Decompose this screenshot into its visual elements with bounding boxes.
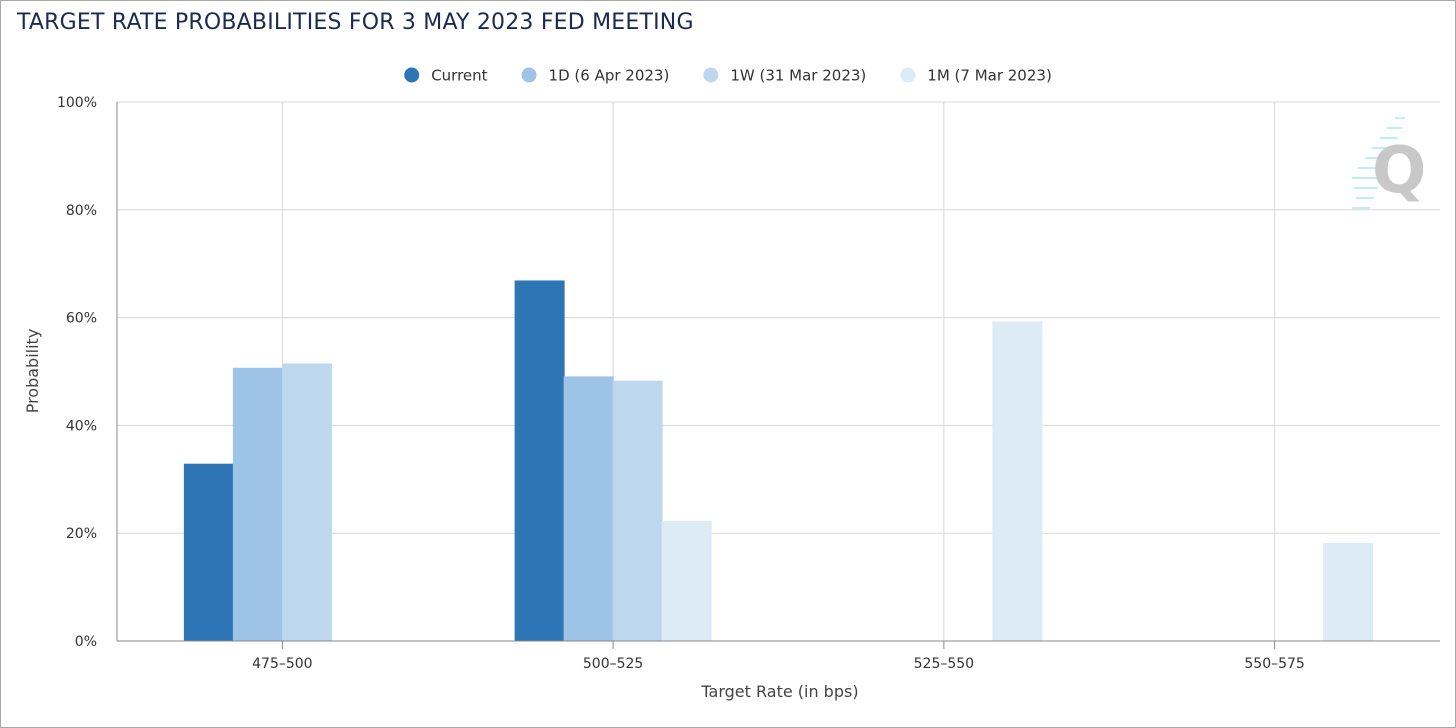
bar-1w-475-500[interactable] [281,363,332,642]
bar-1d-475-500[interactable] [232,367,283,642]
bar-1w-500-525[interactable] [612,380,663,642]
x-tick-label: 475–500 [252,656,312,672]
y-axis-title: Probability [23,329,42,414]
x-tick-label: 525–550 [914,656,974,672]
svg-text:Q: Q [1372,134,1426,208]
bar-current-500-525[interactable] [514,280,565,642]
legend: Current 1D (6 Apr 2023) 1W (31 Mar 2023) 1M… [404,67,1052,85]
legend-marker [521,67,537,83]
cme-quikstrike-logo: Q [1352,117,1426,209]
y-tick-label: 100% [57,95,97,111]
legend-marker [404,67,420,83]
axes: 0% 20% 40% 60% 80% 100% 475–500 500–525 525–550 5… [57,95,1440,672]
chart-title: TARGET RATE PROBABILITIES FOR 3 MAY 2023… [17,10,694,35]
x-tick-label: 500–525 [583,656,643,672]
legend-label: Current [431,67,487,85]
legend-item-1d[interactable]: 1D (6 Apr 2023) [521,67,670,85]
bars [183,280,1374,642]
y-tick-label: 20% [66,526,97,542]
legend-item-1m[interactable]: 1M (7 Mar 2023) [900,67,1052,85]
y-tick-label: 40% [66,418,97,434]
y-tick-label: 0% [75,634,97,650]
bar-1d-500-525[interactable] [563,376,614,642]
y-tick-label: 80% [66,203,97,219]
legend-label: 1D (6 Apr 2023) [549,67,670,85]
legend-item-current[interactable]: Current [404,67,488,85]
x-axis-title: Target Rate (in bps) [700,682,858,701]
bar-current-475-500[interactable] [183,463,234,642]
legend-marker [900,67,916,83]
legend-marker [703,67,719,83]
y-tick-label: 60% [66,311,97,327]
bar-1m-525-550[interactable] [992,321,1043,642]
legend-label: 1W (31 Mar 2023) [730,67,866,85]
legend-item-1w[interactable]: 1W (31 Mar 2023) [703,67,866,85]
x-tick-label: 550–575 [1244,656,1304,672]
legend-label: 1M (7 Mar 2023) [927,67,1052,85]
bar-1m-550-575[interactable] [1323,542,1374,642]
bar-1m-500-525[interactable] [661,520,712,642]
